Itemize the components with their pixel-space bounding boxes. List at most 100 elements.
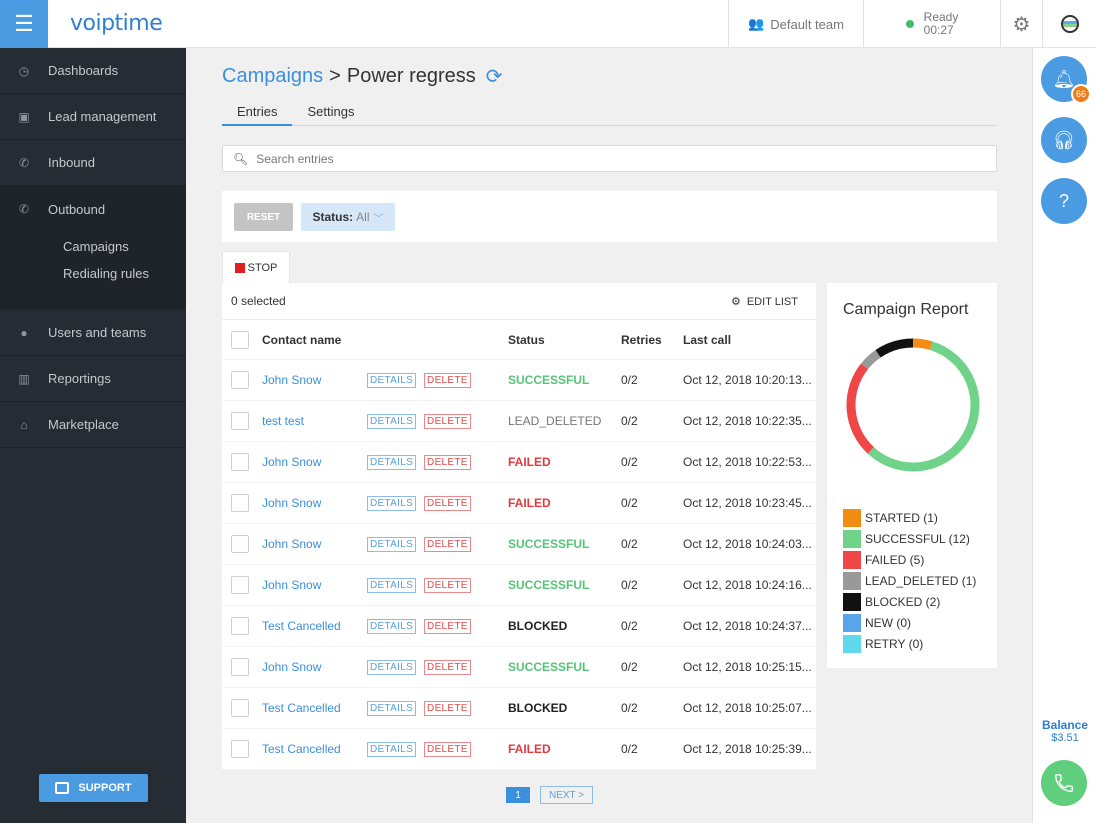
row-checkbox[interactable]: [231, 535, 249, 553]
next-page-button[interactable]: NEXT >: [540, 786, 594, 804]
contact-name-link[interactable]: John Snow: [262, 578, 322, 592]
table-row[interactable]: Test Cancelled DETAILS DELETE FAILED 0/2 Oct …: [222, 729, 816, 770]
retries-value: 0/2: [621, 373, 638, 387]
delete-button[interactable]: DELETE: [424, 413, 471, 429]
notification-badge: 66: [1071, 84, 1091, 104]
sidebar-subitem-campaigns[interactable]: Campaigns: [63, 239, 129, 254]
search-input[interactable]: [256, 151, 957, 166]
table-row[interactable]: test test DETAILS DELETE LEAD_DELETED 0/2 Oct…: [222, 401, 816, 442]
call-button[interactable]: [1041, 760, 1087, 806]
help-button[interactable]: ?: [1041, 178, 1087, 224]
details-button[interactable]: DETAILS: [367, 577, 417, 593]
stop-button[interactable]: STOP: [222, 251, 290, 283]
sidebar: ◷ Dashboards ▣ Lead management ✆ Inbound…: [0, 48, 186, 823]
stop-label: STOP: [247, 261, 278, 274]
balance-value: $3.51: [1051, 732, 1079, 744]
support-button[interactable]: SUPPORT: [39, 774, 148, 802]
agent-status[interactable]: Ready 00:27: [863, 0, 1000, 48]
page-number-button[interactable]: 1: [506, 787, 530, 803]
table-row[interactable]: John Snow DETAILS DELETE SUCCESSFUL 0/2 Oct 1…: [222, 360, 816, 401]
details-button[interactable]: DETAILS: [367, 700, 417, 716]
contact-name-link[interactable]: test test: [262, 414, 305, 428]
column-header-status[interactable]: Status: [508, 332, 545, 347]
right-rail: 🔔︎ 66 🎧︎ ? Balance $3.51: [1032, 48, 1096, 823]
details-button[interactable]: DETAILS: [367, 495, 417, 511]
column-header-contact-name[interactable]: Contact name: [262, 332, 342, 347]
contact-name-link[interactable]: John Snow: [262, 496, 322, 510]
retries-value: 0/2: [621, 660, 638, 674]
breadcrumb-campaigns-link[interactable]: Campaigns: [222, 65, 324, 87]
status-label: Ready: [923, 10, 959, 24]
details-button[interactable]: DETAILS: [367, 372, 417, 388]
contact-name-link[interactable]: John Snow: [262, 537, 322, 551]
table-row[interactable]: John Snow DETAILS DELETE SUCCESSFUL 0/2 Oct 1…: [222, 565, 816, 606]
details-button[interactable]: DETAILS: [367, 536, 417, 552]
details-button[interactable]: DETAILS: [367, 741, 417, 757]
delete-button[interactable]: DELETE: [424, 577, 471, 593]
delete-button[interactable]: DELETE: [424, 372, 471, 388]
row-checkbox[interactable]: [231, 699, 249, 717]
status-filter-dropdown[interactable]: Status: All ﹀: [301, 203, 395, 231]
reset-button[interactable]: RESET: [234, 203, 293, 231]
sidebar-item-marketplace[interactable]: ⌂ Marketplace: [0, 402, 186, 448]
row-checkbox[interactable]: [231, 412, 249, 430]
settings-button[interactable]: ⚙: [1000, 0, 1042, 48]
table-row[interactable]: Test Cancelled DETAILS DELETE BLOCKED 0/2 Oct…: [222, 688, 816, 729]
tab-entries[interactable]: Entries: [222, 104, 293, 126]
delete-button[interactable]: DELETE: [424, 454, 471, 470]
refresh-icon[interactable]: ⟳: [485, 66, 503, 88]
sidebar-item-users-and-teams[interactable]: ● Users and teams: [0, 310, 186, 356]
details-button[interactable]: DETAILS: [367, 659, 417, 675]
entries-table: 0 selected ⚙ EDIT LIST Contact name Statu…: [222, 283, 816, 770]
details-button[interactable]: DETAILS: [367, 618, 417, 634]
delete-button[interactable]: DELETE: [424, 536, 471, 552]
contact-name-link[interactable]: Test Cancelled: [262, 701, 341, 715]
row-checkbox[interactable]: [231, 576, 249, 594]
sidebar-item-dashboards[interactable]: ◷ Dashboards: [0, 48, 186, 94]
headset-button[interactable]: 🎧︎: [1041, 117, 1087, 163]
contact-name-link[interactable]: John Snow: [262, 373, 322, 387]
row-checkbox[interactable]: [231, 658, 249, 676]
avatar[interactable]: [1042, 0, 1096, 48]
legend-label: SUCCESSFUL (12): [865, 531, 970, 546]
status-dot: [905, 20, 914, 28]
legend-item: RETRY (0): [843, 633, 976, 654]
table-row[interactable]: John Snow DETAILS DELETE SUCCESSFUL 0/2 Oct 1…: [222, 647, 816, 688]
delete-button[interactable]: DELETE: [424, 700, 471, 716]
table-row[interactable]: John Snow DETAILS DELETE SUCCESSFUL 0/2 Oct 1…: [222, 524, 816, 565]
row-checkbox[interactable]: [231, 371, 249, 389]
column-header-last-call[interactable]: Last call: [683, 332, 732, 347]
contact-name-link[interactable]: Test Cancelled: [262, 742, 341, 756]
table-row[interactable]: Test Cancelled DETAILS DELETE BLOCKED 0/2 Oct…: [222, 606, 816, 647]
last-call-value: Oct 12, 2018 10:20:13...: [683, 373, 812, 387]
row-checkbox[interactable]: [231, 617, 249, 635]
sidebar-item-inbound[interactable]: ✆ Inbound: [0, 140, 186, 186]
table-row[interactable]: John Snow DETAILS DELETE FAILED 0/2 Oct 12, 2…: [222, 483, 816, 524]
delete-button[interactable]: DELETE: [424, 618, 471, 634]
donut-slice: [867, 341, 980, 472]
sidebar-item-outbound[interactable]: ✆ Outbound: [0, 186, 186, 232]
delete-button[interactable]: DELETE: [424, 659, 471, 675]
contact-name-link[interactable]: Test Cancelled: [262, 619, 341, 633]
retries-value: 0/2: [621, 414, 638, 428]
delete-button[interactable]: DELETE: [424, 495, 471, 511]
details-button[interactable]: DETAILS: [367, 413, 417, 429]
sidebar-subitem-redialing-rules[interactable]: Redialing rules: [63, 266, 149, 281]
contact-name-link[interactable]: John Snow: [262, 455, 322, 469]
sidebar-item-reportings[interactable]: ▥ Reportings: [0, 356, 186, 402]
details-button[interactable]: DETAILS: [367, 454, 417, 470]
menu-button[interactable]: ☰: [0, 0, 48, 48]
row-checkbox[interactable]: [231, 453, 249, 471]
sidebar-item-lead-management[interactable]: ▣ Lead management: [0, 94, 186, 140]
legend-swatch: [843, 634, 861, 653]
row-checkbox[interactable]: [231, 494, 249, 512]
column-header-retries[interactable]: Retries: [621, 332, 662, 347]
contact-name-link[interactable]: John Snow: [262, 660, 322, 674]
edit-list-button[interactable]: ⚙ EDIT LIST: [731, 295, 798, 308]
delete-button[interactable]: DELETE: [424, 741, 471, 757]
row-checkbox[interactable]: [231, 740, 249, 758]
select-all-checkbox[interactable]: [231, 330, 249, 349]
tab-settings[interactable]: Settings: [307, 104, 355, 119]
table-row[interactable]: John Snow DETAILS DELETE FAILED 0/2 Oct 12, 2…: [222, 442, 816, 483]
team-selector[interactable]: 👥 Default team: [728, 0, 863, 48]
